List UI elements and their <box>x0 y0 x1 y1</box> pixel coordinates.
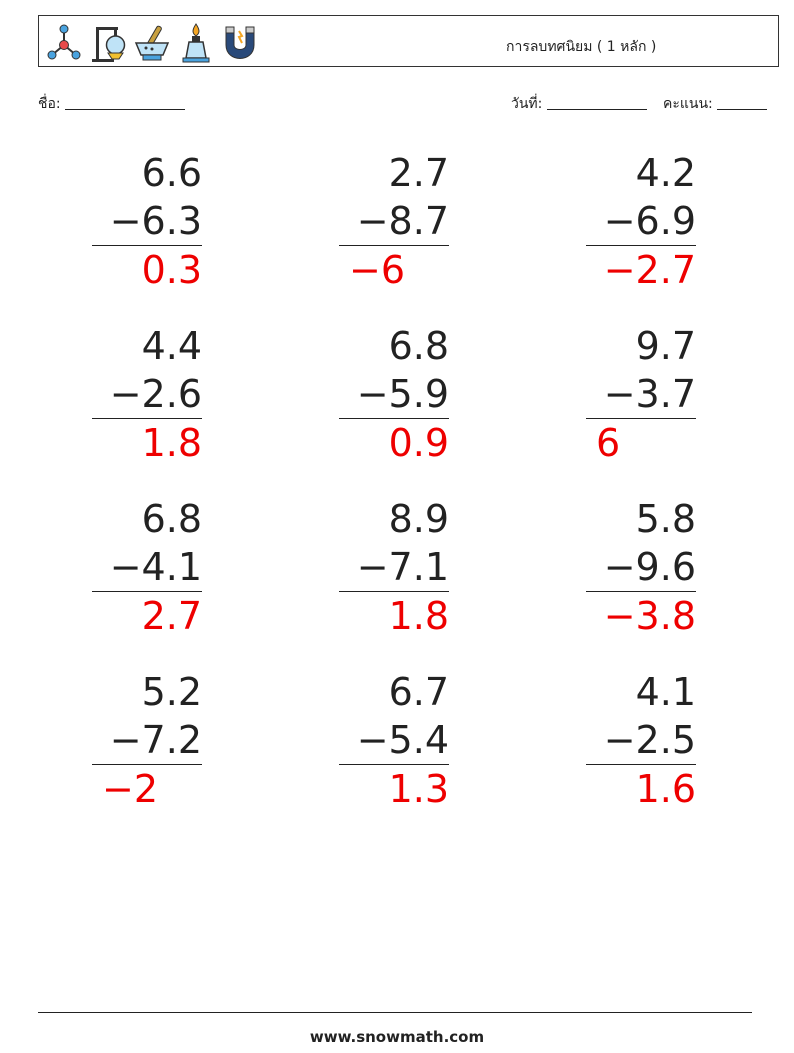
answer: 1.3 <box>388 767 449 811</box>
molecule-icon <box>44 21 84 63</box>
answer: 0.3 <box>141 248 202 292</box>
worksheet-header: การลบทศนิยม ( 1 หลัก ) <box>38 15 779 67</box>
score-line <box>717 95 768 110</box>
answer: 0.9 <box>388 421 449 465</box>
minuend: 2.7 <box>388 151 449 195</box>
problem-4: 4.4 −2.6 1.8 <box>92 322 202 467</box>
name-field[interactable]: ชื่อ: <box>38 93 186 115</box>
minuend: 5.2 <box>141 670 202 714</box>
minuend: 6.6 <box>141 151 202 195</box>
bunsen-burner-icon <box>176 21 216 63</box>
problem-12: 4.1 −2.5 1.6 <box>586 668 696 813</box>
minuend: 4.1 <box>635 670 696 714</box>
minuend: 6.8 <box>388 324 449 368</box>
subtrahend: −9.6 <box>586 543 696 592</box>
mortar-pestle-icon <box>132 21 172 63</box>
subtrahend: −7.1 <box>339 543 449 592</box>
name-label: ชื่อ: <box>38 96 61 112</box>
problem-5: 6.8 −5.9 0.9 <box>339 322 449 467</box>
minuend: 9.7 <box>635 324 696 368</box>
date-label: วันที่: <box>511 96 543 112</box>
lab-stand-flask-icon <box>88 21 128 63</box>
problem-8: 8.9 −7.1 1.8 <box>339 495 449 640</box>
problem-7: 6.8 −4.1 2.7 <box>92 495 202 640</box>
subtrahend: −2.6 <box>92 370 202 419</box>
problem-2: 2.7 −8.7 −6 <box>339 149 449 294</box>
subtrahend: −3.7 <box>586 370 696 419</box>
minuend: 6.7 <box>388 670 449 714</box>
subtrahend: −8.7 <box>339 197 449 246</box>
subtrahend: −6.9 <box>586 197 696 246</box>
problem-3: 4.2 −6.9 −2.7 <box>586 149 696 294</box>
answer: 6 <box>596 421 621 465</box>
problem-9: 5.8 −9.6 −3.8 <box>586 495 696 640</box>
date-line <box>546 95 647 110</box>
footer-divider <box>38 1012 752 1013</box>
subtrahend: −5.4 <box>339 716 449 765</box>
answer: 2.7 <box>141 594 202 638</box>
date-field[interactable]: วันที่: <box>511 93 647 115</box>
answer: 1.6 <box>635 767 696 811</box>
answer: −3.8 <box>603 594 696 638</box>
answer: −6 <box>349 248 406 292</box>
minuend: 4.2 <box>635 151 696 195</box>
problem-1: 6.6 −6.3 0.3 <box>92 149 202 294</box>
score-label: คะแนน: <box>663 96 713 112</box>
answer: −2 <box>102 767 159 811</box>
footer-site: www.snowmath.com <box>309 1028 485 1046</box>
problem-11: 6.7 −5.4 1.3 <box>339 668 449 813</box>
subtrahend: −6.3 <box>92 197 202 246</box>
score-field[interactable]: คะแนน: <box>663 93 768 115</box>
subtrahend: −2.5 <box>586 716 696 765</box>
problem-6: 9.7 −3.7 6 <box>586 322 696 467</box>
answer: 1.8 <box>141 421 202 465</box>
minuend: 6.8 <box>141 497 202 541</box>
name-line <box>65 95 186 110</box>
subtrahend: −7.2 <box>92 716 202 765</box>
answer: 1.8 <box>388 594 449 638</box>
minuend: 4.4 <box>141 324 202 368</box>
subtrahend: −4.1 <box>92 543 202 592</box>
subtrahend: −5.9 <box>339 370 449 419</box>
problem-10: 5.2 −7.2 −2 <box>92 668 202 813</box>
worksheet-title: การลบทศนิยม ( 1 หลัก ) <box>506 39 657 55</box>
header-icons <box>44 21 260 63</box>
magnet-icon <box>220 21 260 63</box>
minuend: 5.8 <box>635 497 696 541</box>
answer: −2.7 <box>603 248 696 292</box>
minuend: 8.9 <box>388 497 449 541</box>
